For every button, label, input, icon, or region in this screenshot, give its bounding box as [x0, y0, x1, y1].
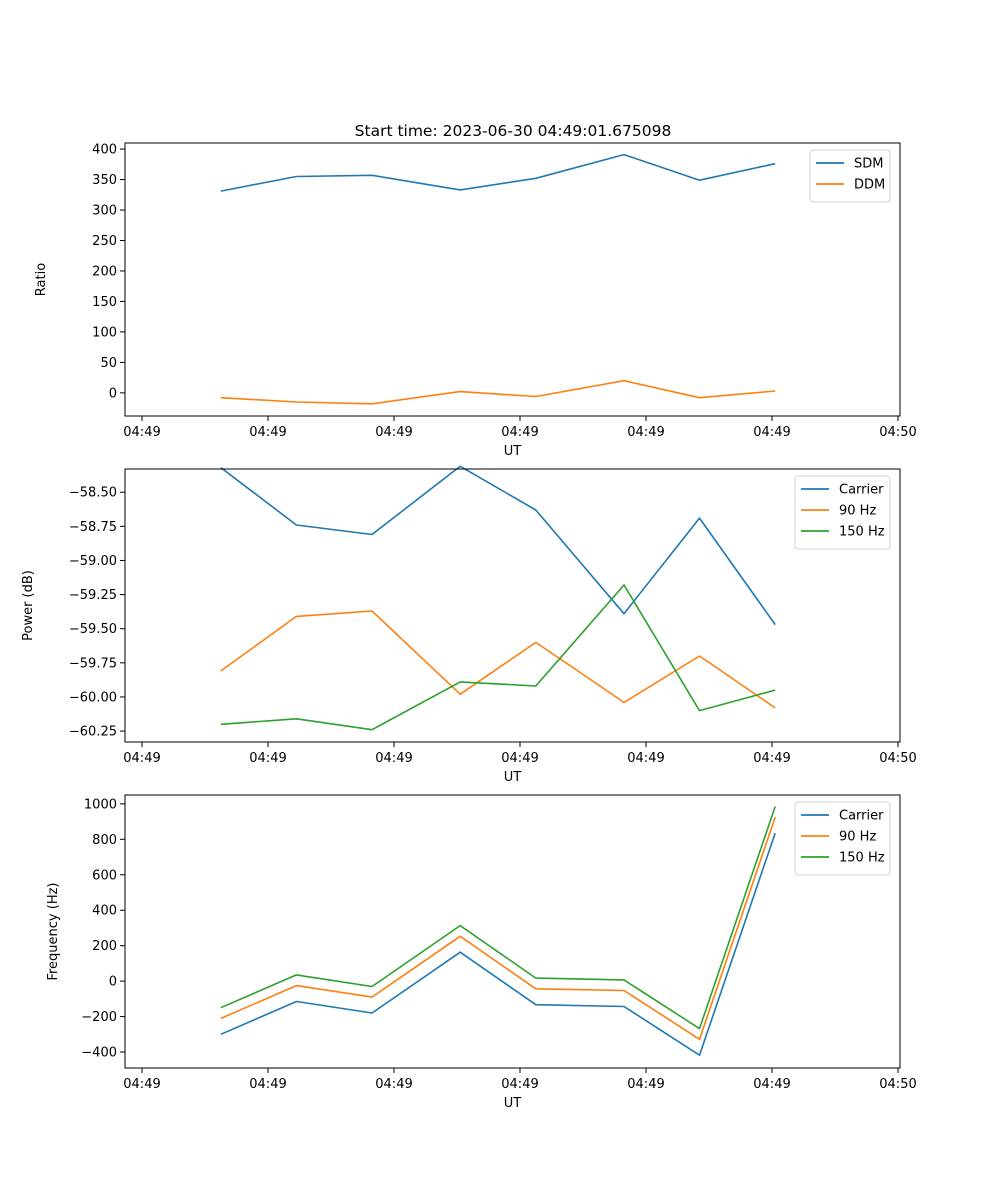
chart-panels: 04:49 04:49 04:49 04:49 04:49 04:49 04:50 0 50 10…: [21, 142, 917, 1111]
series-line-ddm: [220, 379, 776, 405]
legend: Carrier 90 Hz 150 Hz: [794, 801, 891, 876]
plot-frame: [124, 794, 901, 1069]
y-tick-label: −59.00: [69, 554, 117, 569]
y-tick-label: −59.50: [69, 622, 117, 637]
y-tick-label: 400: [92, 143, 117, 158]
x-tick-label: 04:49: [123, 1077, 160, 1092]
y-tick-label: −59.25: [69, 588, 117, 603]
x-tick-label: 04:49: [627, 751, 664, 766]
x-tick-label: 04:49: [627, 1077, 664, 1092]
series-line-sdm: [220, 153, 776, 192]
y-tick-label: −58.75: [69, 520, 117, 535]
y-tick-label: 800: [92, 833, 117, 848]
series-line-150-hz: [220, 584, 776, 731]
x-axis-label: UT: [504, 1096, 522, 1111]
y-tick-label: −200: [81, 1010, 117, 1025]
x-tick-label: 04:49: [627, 425, 664, 440]
plot-frame: [124, 142, 901, 417]
x-tick-label: 04:49: [501, 1077, 538, 1092]
series-line-90-hz: [220, 816, 776, 1041]
y-axis-label: Frequency (Hz): [46, 882, 61, 980]
x-tick-label: 04:49: [123, 425, 160, 440]
legend-entry: Carrier: [839, 809, 884, 824]
chart-panel-3: 04:49 04:49 04:49 04:49 04:49 04:49 04:50 −400 −…: [46, 794, 917, 1111]
y-tick-label: −60.25: [69, 725, 117, 740]
y-tick-label: 600: [92, 868, 117, 883]
y-tick-label: 50: [100, 356, 117, 371]
y-tick-label: 0: [109, 386, 117, 401]
x-tick-label: 04:49: [375, 751, 412, 766]
x-tick-label: 04:50: [879, 425, 916, 440]
x-tick-label: 04:49: [249, 751, 286, 766]
x-tick-label: 04:50: [879, 751, 916, 766]
x-tick-label: 04:49: [249, 425, 286, 440]
y-tick-label: 1000: [84, 797, 117, 812]
y-tick-label: 100: [92, 325, 117, 340]
y-tick-label: 300: [92, 204, 117, 219]
x-tick-label: 04:49: [753, 751, 790, 766]
legend-entry: Carrier: [839, 483, 884, 498]
x-tick-label: 04:49: [375, 1077, 412, 1092]
x-tick-label: 04:49: [753, 425, 790, 440]
y-tick-label: −60.00: [69, 690, 117, 705]
legend-entry: 150 Hz: [839, 525, 885, 540]
y-tick-label: −58.50: [69, 486, 117, 501]
legend-entry: 90 Hz: [839, 830, 876, 845]
y-axis-label: Ratio: [34, 263, 49, 296]
x-tick-label: 04:50: [879, 1077, 916, 1092]
x-tick-label: 04:49: [501, 751, 538, 766]
series-line-90-hz: [220, 610, 776, 709]
x-tick-label: 04:49: [123, 751, 160, 766]
x-axis-label: UT: [504, 770, 522, 785]
x-tick-label: 04:49: [375, 425, 412, 440]
legend: Carrier 90 Hz 150 Hz: [794, 475, 891, 550]
series-line-carrier: [220, 465, 776, 626]
x-tick-label: 04:49: [753, 1077, 790, 1092]
plot-frame: [124, 468, 901, 743]
y-tick-label: −400: [81, 1046, 117, 1061]
x-axis-label: UT: [504, 444, 522, 459]
y-tick-label: 350: [92, 173, 117, 188]
legend-entry: 90 Hz: [839, 504, 876, 519]
series-line-carrier: [220, 832, 776, 1056]
legend: SDM DDM: [809, 149, 891, 203]
legend-entry: SDM: [854, 157, 883, 172]
y-tick-label: 200: [92, 939, 117, 954]
chart-title: Start time: 2023-06-30 04:49:01.675098: [355, 122, 672, 140]
y-tick-label: 200: [92, 264, 117, 279]
y-tick-label: −59.75: [69, 656, 117, 671]
x-tick-label: 04:49: [249, 1077, 286, 1092]
legend-entry: DDM: [854, 178, 885, 193]
y-tick-label: 150: [92, 295, 117, 310]
x-tick-label: 04:49: [501, 425, 538, 440]
y-tick-label: 250: [92, 234, 117, 249]
y-tick-label: 0: [109, 975, 117, 990]
y-tick-label: 400: [92, 904, 117, 919]
y-axis-label: Power (dB): [21, 570, 36, 641]
series-line-150-hz: [220, 806, 776, 1030]
chart-panel-2: 04:49 04:49 04:49 04:49 04:49 04:49 04:50 −58.5…: [21, 465, 917, 785]
legend-entry: 150 Hz: [839, 851, 885, 866]
chart-panel-1: 04:49 04:49 04:49 04:49 04:49 04:49 04:50 0 50 10…: [34, 142, 917, 459]
